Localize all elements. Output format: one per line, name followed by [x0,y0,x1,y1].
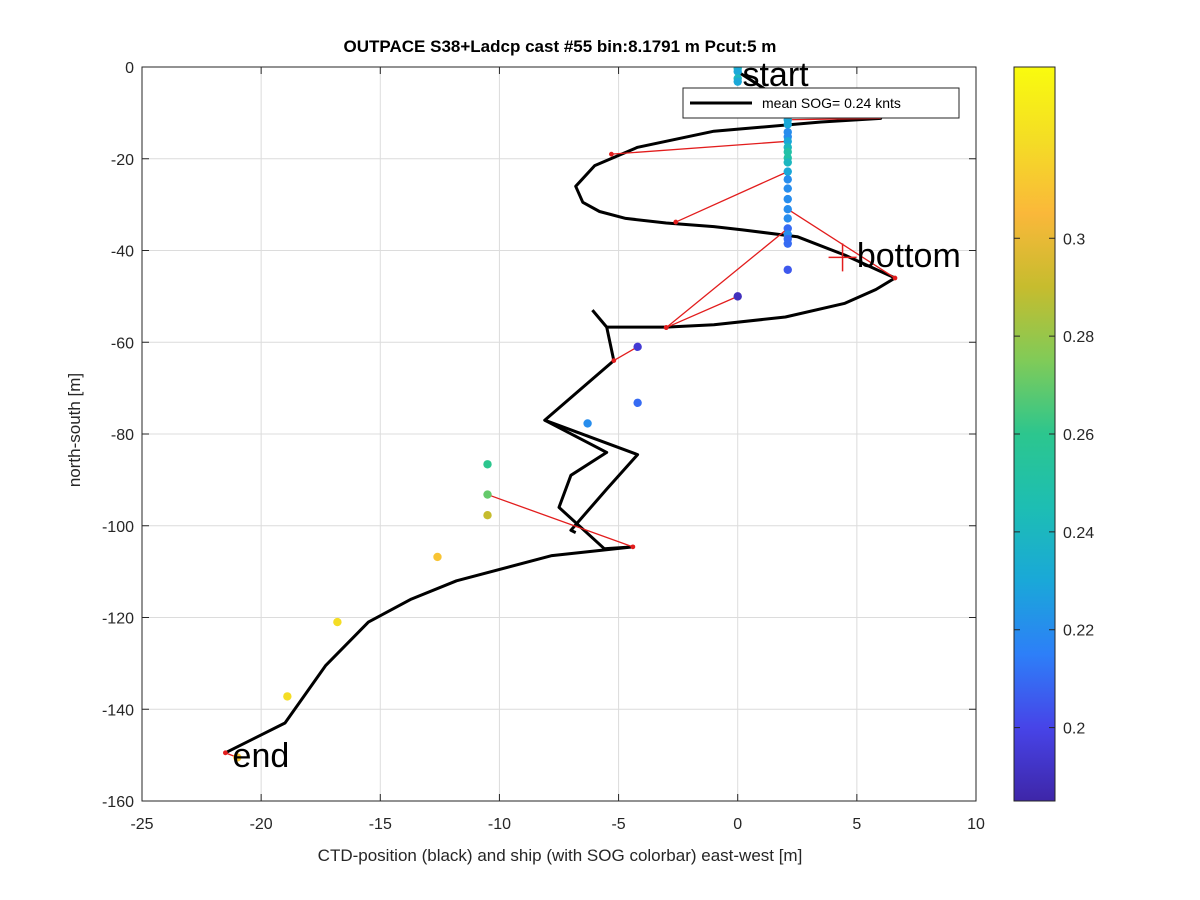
annotation-bottom: bottom [857,237,961,275]
ship-sog-points [233,67,792,762]
ctd-link-point [609,151,614,157]
ship-sog-point [633,342,642,352]
plot-frame [141,66,977,802]
ship-ctd-link [665,227,789,329]
x-tick-label: -20 [250,816,273,833]
legend-entry-mean-sog: mean SOG= 0.24 knts [762,95,901,111]
ship-sog-point [783,137,792,146]
x-tick-label: 5 [852,816,861,833]
annotation-start: start [742,56,809,94]
y-tick-label: -80 [111,427,134,444]
ctd-track [224,70,897,755]
ship-ctd-link [611,140,788,155]
y-tick-label: -140 [102,702,134,719]
y-tick-label: 0 [125,60,134,77]
x-tick-label: 10 [967,816,985,833]
x-tick-label: -15 [369,816,392,833]
colorbar-tick-label: 0.28 [1063,329,1094,346]
x-axis-label: CTD-position (black) and ship (with SOG … [318,846,803,865]
ship-ctd-link [665,295,738,329]
y-tick-label: -100 [102,519,134,536]
ctd-track-line [574,70,897,329]
ship-sog-point [733,77,742,86]
ship-sog-point [783,147,792,157]
colorbar-tick-label: 0.2 [1063,721,1085,738]
ship-sog-point [583,419,592,428]
ship-sog-point [733,292,742,301]
ship-ctd-link [613,346,638,362]
colorbar: 0.2 0.22 0.24 0.26 0.28 0.3 [1013,66,1094,802]
y-tick-label: -120 [102,611,134,628]
ship-sog-point [783,214,792,223]
colorbar-tick-label: 0.24 [1063,525,1094,542]
ship-sog-point [783,167,792,176]
ship-ctd-link [675,171,789,223]
ship-sog-point [783,194,792,204]
ship-sog-point [433,552,442,562]
ship-ctd-link [787,208,896,279]
ship-sog-point [783,224,792,233]
ship-ctd-link [787,117,881,121]
legend: mean SOG= 0.24 knts [682,87,960,119]
ctd-link-point [892,275,898,281]
x-tick-labels: -25 -20 -15 -10 -5 0 5 10 [130,816,985,833]
ship-sog-point [483,510,492,520]
x-tick-label: -5 [611,816,625,833]
colorbar-gradient [1013,66,1056,802]
ctd-link-point [673,219,679,225]
ctd-link-point [223,750,228,756]
y-axis-label: north-south [m] [65,373,84,487]
y-tick-labels: 0 -20 -40 -60 -80 -100 -120 -140 -160 [102,60,134,811]
x-tick-label: 0 [733,816,742,833]
ship-sog-point [783,120,792,129]
y-tick-label: -160 [102,794,134,811]
ctd-link-point [663,325,669,330]
ctd-track-line-lower [224,309,635,755]
y-tick-label: -20 [111,152,134,169]
ship-sog-point [783,175,792,184]
ship-sog-point [233,753,242,762]
ship-sog-point [783,184,792,193]
annotations: start bottom end [233,56,961,775]
ship-ctd-link [487,493,634,548]
ship-sog-point [333,617,342,627]
colorbar-tick-label: 0.22 [1063,623,1094,640]
colorbar-ticks: 0.2 0.22 0.24 0.26 0.28 0.3 [1014,231,1094,738]
ship-sog-point [783,205,792,214]
ship-sog-point [483,460,492,469]
ship-sog-point [283,692,292,701]
ctd-track-line-loop [544,418,640,534]
ship-sog-point [733,67,742,76]
ship-sog-point [483,490,492,499]
bottom-marker [828,243,857,272]
x-tick-label: -25 [130,816,153,833]
ship-sog-point [633,398,642,408]
colorbar-tick-label: 0.3 [1063,231,1085,248]
ship-ctd-links [223,117,898,759]
x-tick-label: -10 [488,816,511,833]
colorbar-tick-label: 0.26 [1063,427,1094,444]
ship-sog-point [783,158,792,167]
ship-sog-point [783,265,792,274]
ship-sog-point [783,239,792,248]
annotation-end: end [233,737,290,775]
ctd-link-point [611,358,617,363]
ctd-link-point [630,544,636,550]
chart-title: OUTPACE S38+Ladcp cast #55 bin:8.1791 m … [344,37,777,56]
y-tick-label: -60 [111,335,134,352]
y-tick-label: -40 [111,244,134,261]
